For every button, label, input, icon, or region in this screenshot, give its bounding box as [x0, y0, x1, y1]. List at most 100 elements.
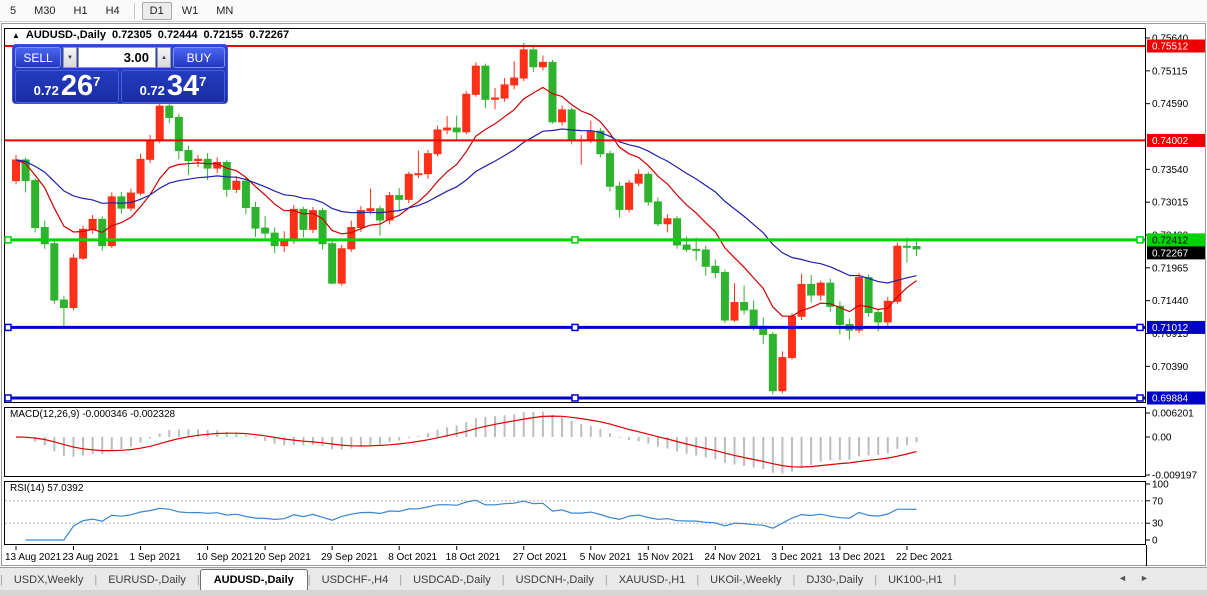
price-tag-label: 0.69884	[1152, 393, 1189, 404]
tab-separator: |	[399, 574, 403, 586]
tab-usdx-weekly[interactable]: USDX,Weekly	[13, 574, 84, 586]
timeframe-M30[interactable]: M30	[34, 4, 56, 17]
price-tag-0.74002	[1147, 133, 1205, 147]
sell-button[interactable]: SELL	[15, 47, 61, 68]
hline-handle[interactable]	[4, 323, 12, 332]
macd-axis-label: -0.009197	[1152, 471, 1197, 482]
hline-handle[interactable]	[4, 236, 12, 244]
bid-point: 7	[93, 74, 101, 89]
tab-separator: |	[307, 574, 311, 586]
tab-usdchf-h4[interactable]: USDCHF-,H4	[321, 574, 389, 586]
date-axis-label: 8 Oct 2021	[388, 552, 437, 563]
tab-separator: |	[604, 574, 608, 586]
date-axis-label: 18 Oct 2021	[446, 552, 501, 563]
hline-handle[interactable]	[4, 394, 12, 402]
price-axis-label: 0.73540	[1152, 165, 1189, 176]
chart-title: ▲ AUDUSD-,Daily 0.72305 0.72444 0.72155 …	[12, 29, 289, 41]
ohlc-low: 0.72155	[203, 29, 244, 41]
macd-axis-label: 0.006201	[1152, 409, 1194, 420]
price-tag-label: 0.72412	[1152, 235, 1189, 246]
timeframe-5[interactable]: 5	[10, 4, 17, 17]
bid-pips: 26	[60, 70, 94, 102]
volume-input[interactable]: 3.00	[78, 47, 156, 68]
hline-handle[interactable]	[1136, 236, 1144, 244]
price-tag-0.75512	[1147, 39, 1205, 53]
ohlc-close: 0.72267	[249, 29, 290, 41]
status-strip	[0, 590, 1207, 596]
price-tag-label: 0.74002	[1152, 136, 1189, 147]
date-axis-label: 13 Dec 2021	[829, 552, 886, 563]
hline-handle[interactable]	[571, 394, 579, 402]
one-click-trading-panel: SELL ▼ 3.00 ▲ BUY 0.72 26 7 0.72 34 7	[12, 44, 228, 104]
price-tag-label: 0.75512	[1152, 42, 1189, 53]
hline-handle[interactable]	[1136, 323, 1144, 332]
tab-usdcad-daily[interactable]: USDCAD-,Daily	[413, 574, 491, 586]
price-tag-label: 0.71012	[1152, 323, 1189, 334]
price-tag-0.71012	[1147, 320, 1205, 334]
ohlc-high: 0.72444	[157, 29, 198, 41]
bid-prefix: 0.72	[33, 83, 59, 98]
tab-dj30-daily[interactable]: DJ30-,Daily	[806, 574, 864, 586]
price-tag-0.72267	[1147, 246, 1205, 260]
date-axis-label: 29 Sep 2021	[321, 552, 378, 563]
date-axis-label: 15 Nov 2021	[637, 552, 694, 563]
tab-xauusd-h1[interactable]: XAUUSD-,H1	[618, 574, 686, 586]
date-axis-label: 22 Dec 2021	[896, 552, 953, 563]
hline-handle[interactable]	[571, 236, 579, 244]
timeframe-toolbar: 5 M30 H1 H4 D1 W1 MN	[0, 0, 1207, 22]
rsi-axis-label: 0	[1152, 536, 1158, 547]
hline-handle[interactable]	[1136, 394, 1144, 402]
price-axis-label: 0.74590	[1152, 99, 1189, 110]
toolbar-separator	[133, 2, 136, 19]
tab-ukoil-weekly[interactable]: UKOil-,Weekly	[710, 574, 782, 586]
date-axis-label: 20 Sep 2021	[254, 552, 311, 563]
ask-pips: 34	[166, 70, 200, 102]
price-axis-label: 0.73015	[1152, 198, 1189, 209]
price-axis-label: 0.71440	[1152, 296, 1189, 307]
timeframe-H4[interactable]: H4	[105, 4, 120, 17]
price-axis-label: 0.70915	[1152, 329, 1189, 340]
price-tag-0.69884	[1147, 391, 1205, 405]
ohlc-open: 0.72305	[112, 29, 152, 41]
buy-button[interactable]: BUY	[173, 47, 225, 68]
tab-eurusd-daily[interactable]: EURUSD-,Daily	[108, 574, 186, 586]
tab-separator: |	[874, 574, 878, 586]
date-axis-label: 1 Sep 2021	[130, 552, 182, 563]
timeframe-MN[interactable]: MN	[216, 4, 234, 17]
price-tag-0.72412	[1147, 233, 1205, 247]
tab-separator: |	[792, 574, 796, 586]
date-axis-label: 24 Nov 2021	[704, 552, 761, 563]
tab-uk100-h1[interactable]: UK100-,H1	[888, 574, 943, 586]
symbol-tabs-bar: | USDX,Weekly | EURUSD-,Daily | AUDUSD-,Daily…	[0, 567, 1207, 590]
date-axis-label: 27 Oct 2021	[513, 552, 568, 563]
tab-separator: |	[94, 574, 98, 586]
date-axis-label: 3 Dec 2021	[771, 552, 823, 563]
timeframe-H1[interactable]: H1	[73, 4, 88, 17]
date-axis-label: 10 Sep 2021	[197, 552, 254, 563]
hline-handle[interactable]	[571, 323, 579, 332]
price-axis-label: 0.75115	[1152, 66, 1188, 77]
rsi-indicator-label: RSI(14) 57.0392	[10, 483, 84, 494]
date-axis-label: 23 Aug 2021	[62, 552, 119, 563]
timeframe-W1[interactable]: W1	[181, 4, 199, 17]
tab-separator: |	[501, 574, 505, 586]
tab-usdcnh-daily[interactable]: USDCNH-,Daily	[515, 574, 594, 586]
timeframe-D1[interactable]: D1	[141, 1, 172, 20]
tabs-scroll-right-icon[interactable]: ►	[1140, 573, 1149, 583]
rsi-axis-label: 30	[1152, 519, 1164, 530]
tab-audusd-daily[interactable]: AUDUSD-,Daily	[199, 569, 308, 590]
bid-price-button[interactable]: 0.72 26 7	[15, 70, 119, 103]
collapse-triangle-icon[interactable]: ▲	[12, 30, 20, 40]
price-axis-label: 0.71965	[1152, 263, 1189, 274]
tab-separator: |	[696, 574, 700, 586]
volume-decrease-button[interactable]: ▼	[63, 47, 77, 68]
price-axis-label: 0.75640	[1152, 33, 1189, 44]
rsi-axis-label: 100	[1152, 480, 1169, 491]
volume-increase-button[interactable]: ▲	[157, 47, 171, 68]
ask-price-button[interactable]: 0.72 34 7	[121, 70, 225, 103]
tabs-scroll-left-icon[interactable]: ◄	[1118, 573, 1127, 583]
macd-axis-label: 0.00	[1152, 433, 1172, 444]
chart-symbol-label: AUDUSD-,Daily	[25, 29, 106, 41]
volume-spinner: ▼ 3.00 ▲	[63, 47, 171, 68]
